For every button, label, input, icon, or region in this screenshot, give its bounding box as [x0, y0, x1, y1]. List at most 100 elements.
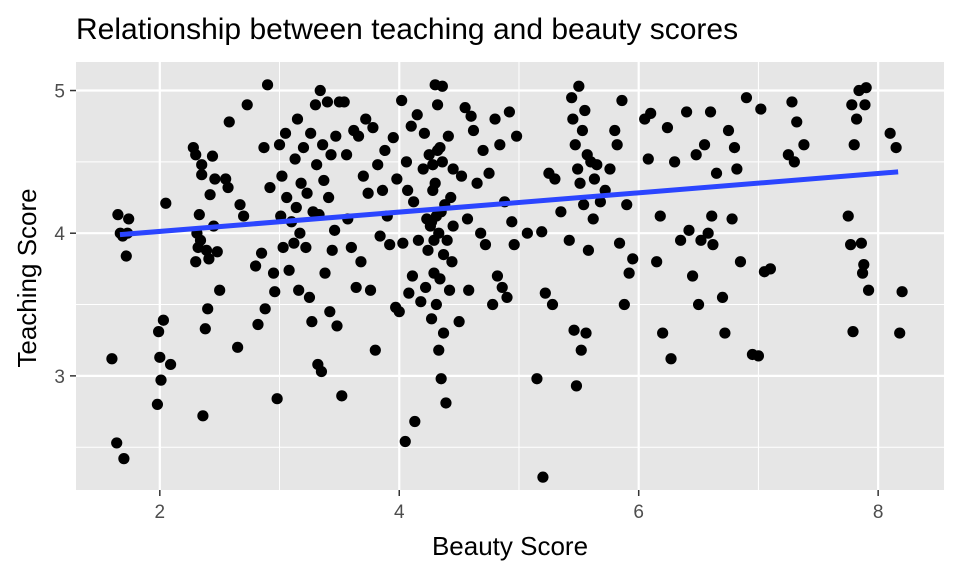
data-point — [859, 99, 871, 111]
data-point — [369, 344, 381, 356]
data-point — [279, 127, 292, 139]
data-point — [726, 213, 738, 225]
data-point — [604, 163, 616, 175]
data-point — [220, 173, 232, 185]
data-point — [300, 241, 312, 254]
data-point — [459, 102, 471, 114]
plot-panel — [76, 62, 944, 490]
data-point — [275, 210, 287, 222]
data-point — [430, 298, 442, 311]
y-tick-label: 3 — [54, 367, 65, 388]
chart-title: Relationship between teaching and beauty… — [76, 13, 738, 46]
data-point — [329, 224, 341, 236]
data-point — [591, 159, 603, 171]
data-point — [568, 324, 580, 336]
data-point — [855, 237, 867, 249]
data-point — [397, 237, 409, 249]
data-point — [379, 144, 391, 157]
data-point — [396, 94, 408, 107]
data-point — [722, 124, 735, 137]
data-point — [241, 99, 253, 111]
data-point — [690, 149, 702, 161]
data-point — [157, 314, 169, 326]
data-point — [412, 234, 425, 246]
data-point — [437, 327, 450, 339]
data-point — [405, 120, 417, 132]
x-axis-ticks: 2 4 6 8 — [155, 490, 883, 523]
data-point — [209, 173, 221, 185]
data-point — [399, 435, 411, 448]
data-point — [206, 150, 219, 162]
data-point — [575, 344, 587, 356]
data-point — [443, 284, 456, 296]
data-point — [197, 410, 209, 422]
data-point — [578, 199, 590, 211]
data-point — [862, 284, 875, 296]
grid-lines — [76, 62, 944, 490]
data-point — [200, 244, 213, 256]
x-tick-label: 2 — [155, 502, 166, 523]
data-point — [471, 177, 483, 189]
data-point — [431, 99, 444, 111]
data-point — [716, 291, 729, 303]
data-point — [402, 184, 414, 196]
data-point — [387, 132, 399, 144]
data-point — [367, 122, 379, 134]
data-point — [436, 156, 448, 168]
data-point — [151, 398, 164, 410]
data-point — [896, 286, 908, 298]
data-point — [582, 244, 595, 256]
data-point — [391, 173, 403, 185]
data-point — [791, 116, 803, 128]
data-point — [193, 209, 205, 221]
data-point — [616, 94, 628, 107]
data-point — [190, 256, 202, 268]
data-point — [680, 106, 693, 118]
data-point — [425, 313, 438, 325]
data-point — [698, 139, 711, 151]
data-point — [427, 184, 439, 196]
data-point — [611, 139, 623, 151]
data-point — [408, 196, 420, 208]
data-point — [446, 256, 458, 268]
data-point — [536, 226, 548, 238]
data-point — [707, 239, 719, 251]
data-point — [336, 390, 348, 402]
data-point — [214, 284, 226, 296]
data-point — [570, 380, 583, 392]
data-point — [453, 316, 465, 328]
data-point — [479, 239, 492, 251]
data-point — [567, 113, 579, 125]
data-point — [269, 286, 281, 298]
data-point — [710, 167, 723, 179]
data-point — [427, 159, 439, 171]
data-point — [435, 373, 447, 385]
data-point — [566, 92, 578, 104]
data-point — [704, 106, 717, 118]
data-point — [894, 327, 906, 339]
data-point — [465, 110, 477, 122]
data-point — [642, 153, 654, 165]
data-point — [376, 184, 389, 196]
data-point — [345, 241, 357, 254]
data-point — [437, 249, 450, 261]
x-tick-label: 4 — [394, 502, 405, 523]
data-point — [537, 471, 549, 483]
data-point — [196, 169, 208, 181]
data-point — [153, 326, 165, 338]
data-point — [204, 189, 216, 201]
data-point — [555, 206, 567, 218]
data-point — [315, 365, 328, 378]
data-point — [594, 196, 606, 208]
data-point — [609, 124, 621, 137]
data-point — [350, 281, 362, 294]
data-point — [846, 99, 858, 111]
data-point — [786, 96, 798, 108]
data-point — [572, 163, 584, 175]
data-point — [510, 130, 523, 142]
data-point — [203, 253, 215, 265]
data-point — [357, 170, 369, 182]
data-point — [111, 437, 123, 449]
data-point — [719, 327, 731, 339]
